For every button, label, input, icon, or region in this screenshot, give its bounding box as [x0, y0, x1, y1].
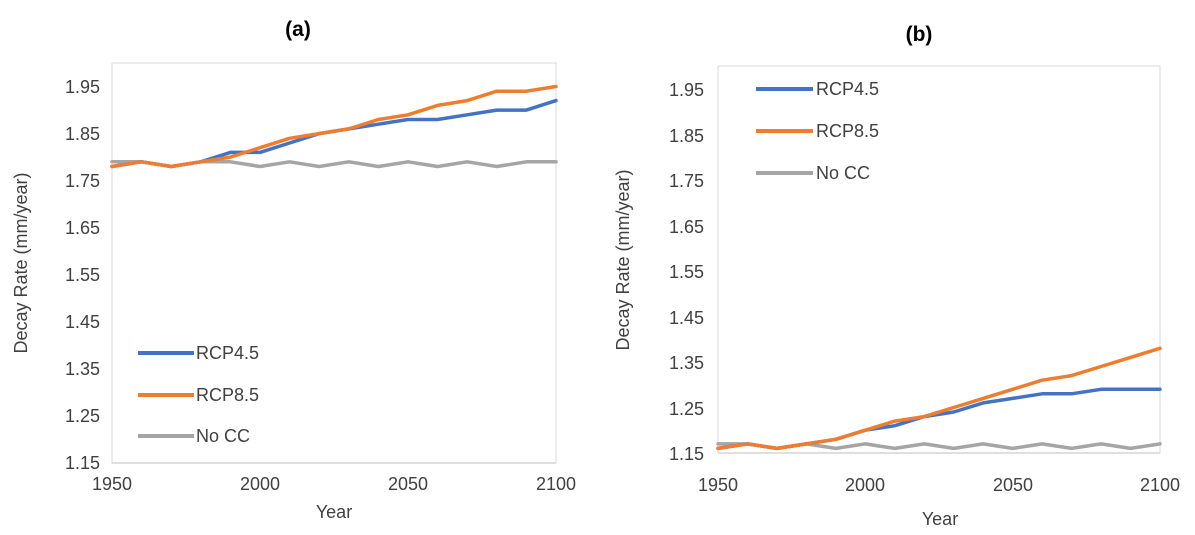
legend-item: RCP4.5	[138, 343, 259, 363]
y-tick-label: 1.85	[65, 124, 100, 144]
series-line-rcp45	[716, 387, 1162, 451]
series-line-rcp45	[110, 98, 558, 169]
chart-title-a: (a)	[285, 18, 311, 41]
y-tick-label: 1.15	[65, 453, 100, 473]
y-tick-labels-a: 1.15 1.25 1.35 1.45 1.55 1.65 1.75 1.85 …	[65, 77, 100, 473]
y-tick-label: 1.45	[65, 312, 100, 332]
legend-item: RCP8.5	[756, 121, 879, 141]
y-tick-label: 1.75	[669, 171, 704, 191]
y-tick-label: 1.55	[669, 262, 704, 282]
y-tick-label: 1.35	[65, 359, 100, 379]
legend-label: RCP4.5	[816, 79, 879, 99]
y-tick-label: 1.95	[65, 77, 100, 97]
legend-item: RCP4.5	[756, 79, 879, 99]
y-tick-label: 1.35	[669, 353, 704, 373]
legend-a: RCP4.5 RCP8.5 No CC	[138, 343, 259, 446]
legend-label: No CC	[816, 163, 870, 183]
y-tick-label: 1.65	[65, 218, 100, 238]
x-axis-title-b: Year	[922, 509, 958, 529]
y-tick-label: 1.15	[669, 444, 704, 464]
series-layer-a	[110, 84, 558, 169]
x-tick-label: 2100	[536, 474, 576, 494]
y-axis-title-a: Decay Rate (mm/year)	[11, 172, 31, 353]
legend-label: RCP8.5	[196, 385, 259, 405]
legend-b: RCP4.5 RCP8.5 No CC	[756, 79, 879, 183]
y-tick-label: 1.45	[669, 308, 704, 328]
series-line-rcp85	[110, 84, 558, 169]
y-tick-label: 1.75	[65, 171, 100, 191]
y-tick-label: 1.25	[669, 399, 704, 419]
y-tick-label: 1.25	[65, 406, 100, 426]
x-tick-labels-b: 1950 2000 2050 2100	[698, 475, 1180, 495]
legend-label: RCP8.5	[816, 121, 879, 141]
legend-item: RCP8.5	[138, 385, 259, 405]
chart-title-b: (b)	[906, 23, 933, 46]
x-tick-label: 1950	[698, 475, 738, 495]
legend-label: No CC	[196, 426, 250, 446]
y-tick-label: 1.95	[669, 80, 704, 100]
x-tick-label: 2050	[993, 475, 1033, 495]
series-line-rcp85	[716, 346, 1162, 451]
y-tick-label: 1.55	[65, 265, 100, 285]
plot-area-a	[111, 62, 557, 464]
series-layer-b	[716, 346, 1162, 451]
x-tick-label: 2100	[1140, 475, 1180, 495]
chart-panel-a: (a) 1.15 1.25 1.35 1.45 1.55 1.65 1.75 1…	[11, 18, 576, 522]
chart-panel-b: (b) 1.15 1.25 1.35 1.45 1.55 1.65 1.75 1…	[613, 23, 1180, 529]
legend-item: No CC	[756, 163, 870, 183]
x-tick-label: 2000	[845, 475, 885, 495]
y-tick-labels-b: 1.15 1.25 1.35 1.45 1.55 1.65 1.75 1.85 …	[669, 80, 704, 464]
legend-label: RCP4.5	[196, 343, 259, 363]
y-axis-title-b: Decay Rate (mm/year)	[613, 169, 633, 350]
plot-area-b	[717, 65, 1161, 454]
x-tick-labels-a: 1950 2000 2050 2100	[92, 474, 576, 494]
x-tick-label: 2050	[388, 474, 428, 494]
x-tick-label: 2000	[240, 474, 280, 494]
x-axis-title-a: Year	[316, 502, 352, 522]
legend-item: No CC	[138, 426, 250, 446]
y-tick-label: 1.65	[669, 217, 704, 237]
y-tick-label: 1.85	[669, 126, 704, 146]
x-tick-label: 1950	[92, 474, 132, 494]
